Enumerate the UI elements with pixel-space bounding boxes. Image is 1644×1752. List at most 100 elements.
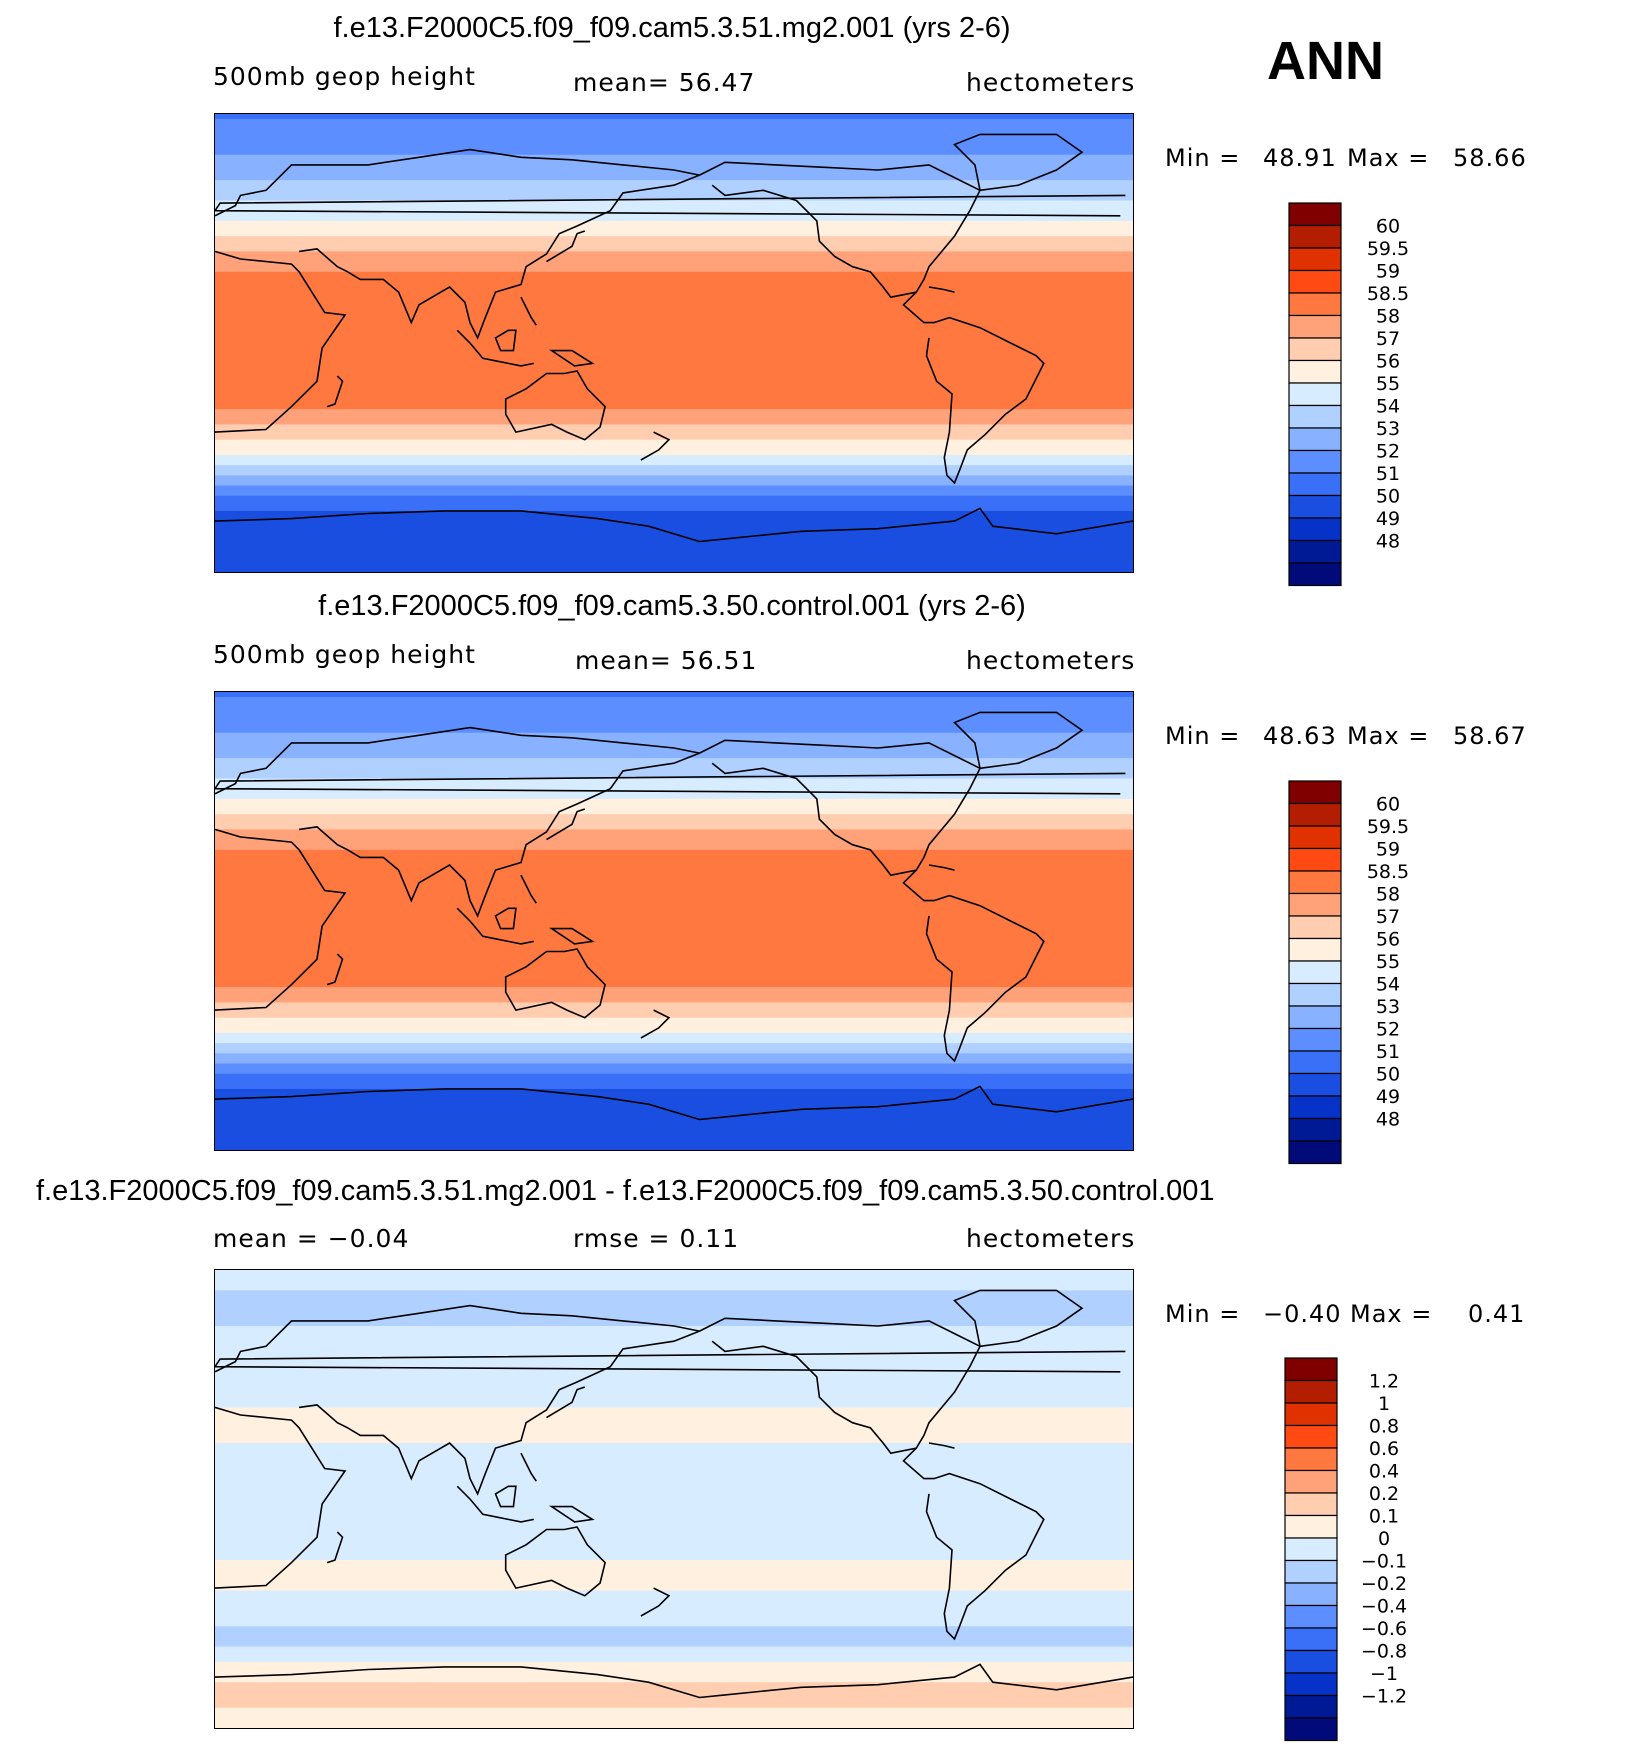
colorbar-swatch — [1288, 1050, 1342, 1075]
panel-1-map — [214, 113, 1134, 573]
coastline — [953, 1289, 1084, 1348]
contour-band — [215, 737, 1133, 744]
panel-2-min-label: Min = — [1165, 722, 1241, 750]
colorbar-tick-label: 54 — [1376, 974, 1400, 996]
contour-band — [215, 946, 1133, 953]
contour-band — [215, 814, 1133, 821]
colorbar-tick-label: 50 — [1376, 486, 1400, 508]
contour-band — [215, 398, 1133, 405]
colorbar-tick-label: 58.5 — [1367, 861, 1409, 883]
contour-band — [215, 424, 1133, 431]
contour-band — [215, 910, 1133, 917]
contour-band — [215, 159, 1133, 166]
contour-band — [215, 722, 1133, 729]
colorbar-swatch — [1288, 337, 1342, 362]
colorbar-tick-label: 59.5 — [1367, 238, 1409, 260]
coastline — [215, 1663, 1133, 1699]
contour-band — [215, 1702, 1133, 1709]
contour-band — [215, 337, 1133, 344]
colorbar-swatch — [1284, 1672, 1338, 1697]
colorbar-swatch — [1288, 1005, 1342, 1030]
colorbar-swatch — [1288, 314, 1342, 339]
contour-band — [215, 753, 1133, 759]
contour-band — [215, 1453, 1133, 1460]
coastline — [215, 1406, 347, 1589]
contour-band — [215, 798, 1133, 805]
colorbar-tick-label: −0.6 — [1361, 1618, 1407, 1640]
contour-band — [215, 1524, 1133, 1531]
contour-band — [215, 119, 1133, 125]
colorbar-tick-label: 53 — [1376, 996, 1400, 1018]
contour-band — [215, 1285, 1133, 1292]
contour-band — [215, 1636, 1133, 1643]
contour-band — [215, 870, 1133, 876]
contour-band — [215, 241, 1133, 248]
coastline — [215, 1350, 1126, 1373]
contour-band — [215, 829, 1133, 836]
contour-band — [215, 1295, 1133, 1302]
contour-band — [215, 180, 1133, 187]
contour-band — [215, 251, 1133, 258]
coastline — [548, 1505, 595, 1523]
colorbar-tick-label: 52 — [1376, 441, 1400, 463]
colorbar-swatch — [1288, 1095, 1342, 1120]
colorbar-swatch — [1288, 472, 1342, 497]
contour-band — [215, 516, 1133, 522]
contour-band — [215, 1290, 1133, 1297]
panel-2-contour-plot — [215, 692, 1133, 1150]
contour-band — [215, 1483, 1133, 1490]
colorbar-swatch — [1288, 427, 1342, 452]
coastline — [548, 349, 595, 367]
contour-band — [215, 992, 1133, 999]
contour-band — [215, 1027, 1133, 1034]
colorbar-tick-label: 0.2 — [1369, 1483, 1399, 1505]
panel-3-max-label: Max = — [1350, 1300, 1433, 1328]
colorbar-swatch — [1288, 269, 1342, 294]
coastline — [215, 194, 1126, 217]
contour-band — [215, 343, 1133, 349]
contour-band — [215, 500, 1133, 507]
contour-band — [215, 1114, 1133, 1121]
colorbar-swatch — [1284, 1514, 1338, 1539]
contour-band — [215, 129, 1133, 136]
contour-band — [215, 1610, 1133, 1617]
contour-band — [215, 1387, 1133, 1393]
contour-band — [215, 246, 1133, 253]
contour-band — [215, 521, 1133, 527]
contour-band — [215, 185, 1133, 192]
contour-band — [215, 1376, 1133, 1383]
coastline — [504, 1526, 606, 1597]
contour-band — [215, 1356, 1133, 1363]
contour-band — [215, 460, 1133, 466]
contour-band — [215, 348, 1133, 354]
coastline — [215, 772, 1126, 795]
contour-band — [215, 1392, 1133, 1399]
colorbar-tick-label: −0.4 — [1361, 1596, 1407, 1618]
coastline — [298, 1330, 700, 1496]
contour-band — [215, 1300, 1133, 1307]
contour-band — [215, 697, 1133, 703]
colorbar-tick-label: 58 — [1376, 306, 1400, 328]
coastline — [494, 907, 517, 930]
contour-band — [215, 353, 1133, 360]
colorbar-swatch — [1284, 1357, 1338, 1382]
contour-band — [215, 1712, 1133, 1719]
contour-band — [215, 865, 1133, 871]
panel-1-mean-label: mean= 56.47 — [573, 68, 756, 97]
contour-band — [215, 490, 1133, 497]
contour-band — [215, 768, 1133, 775]
contour-band — [215, 1499, 1133, 1505]
contour-band — [215, 149, 1133, 156]
coastline — [504, 370, 606, 441]
colorbar-tick-label: 0 — [1378, 1528, 1390, 1550]
contour-band — [215, 1631, 1133, 1638]
colorbar-tick-label: 51 — [1376, 463, 1400, 485]
colorbar-tick-label: 49 — [1376, 1086, 1400, 1108]
contour-band — [215, 1275, 1133, 1281]
colorbar-swatch — [1284, 1492, 1338, 1517]
panel-3-colorbar: 1.2 1 0.8 0.6 0.4 0.2 0.1 0 −0.1 −0.2 −0.4 −0.6 −0.8… — [1284, 1357, 1444, 1742]
colorbar-swatch — [1288, 1140, 1342, 1165]
panel-2-map — [214, 691, 1134, 1151]
colorbar-tick-label: 58 — [1376, 884, 1400, 906]
